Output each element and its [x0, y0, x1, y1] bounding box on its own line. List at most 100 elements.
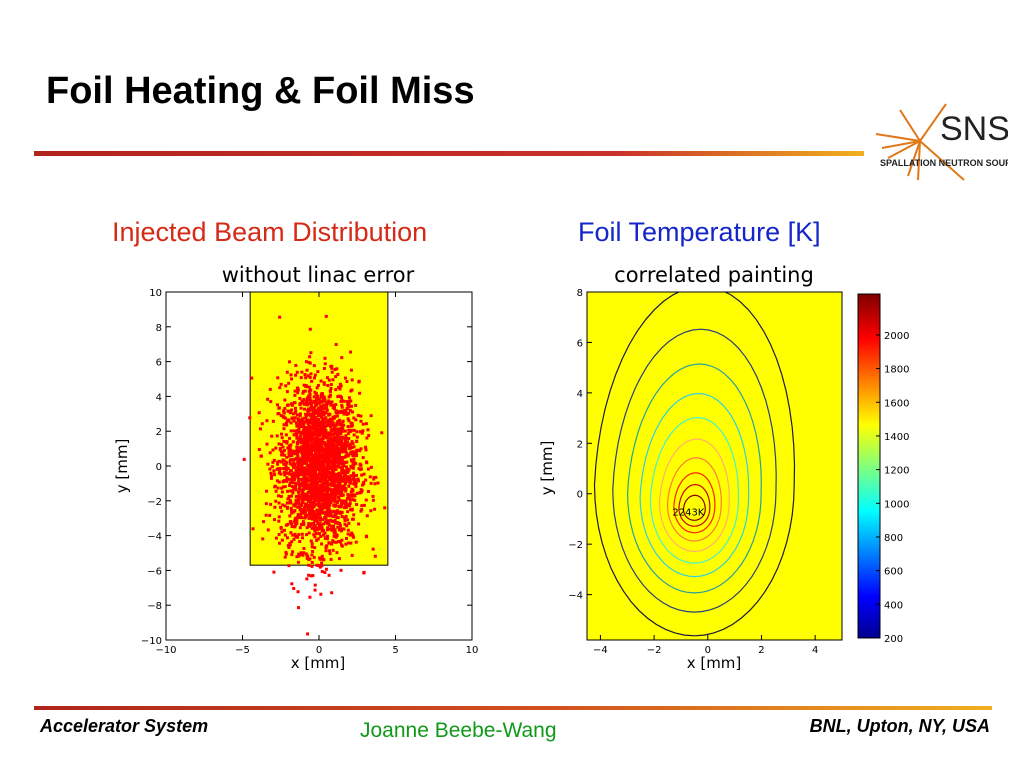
- beam-point: [352, 433, 356, 437]
- beam-point: [305, 494, 309, 498]
- beam-point: [344, 436, 348, 440]
- beam-point: [325, 544, 329, 548]
- beam-point: [298, 514, 302, 518]
- beam-point: [298, 412, 302, 416]
- beam-point: [330, 429, 334, 433]
- beam-point: [303, 457, 307, 461]
- beam-point: [289, 494, 293, 498]
- beam-point: [322, 366, 326, 370]
- beam-point: [310, 564, 314, 568]
- foil-temperature-chart: correlated painting 2243K −4 −2 0 2 4 −4 −2 0 2 4 6…: [538, 263, 909, 672]
- beam-point: [358, 430, 362, 434]
- beam-point: [308, 595, 312, 599]
- beam-point: [366, 489, 370, 493]
- beam-point: [307, 419, 311, 423]
- beam-point: [337, 385, 341, 389]
- beam-point: [334, 467, 338, 471]
- beam-point: [318, 477, 322, 481]
- beam-point: [326, 534, 330, 538]
- beam-point: [302, 431, 306, 435]
- beam-point: [369, 481, 373, 485]
- beam-point: [318, 459, 322, 463]
- beam-point: [289, 453, 293, 457]
- beam-point: [278, 469, 282, 473]
- beam-point: [303, 481, 307, 485]
- beam-point: [326, 459, 330, 463]
- beam-point: [314, 468, 318, 472]
- beam-point: [276, 462, 280, 466]
- beam-point: [339, 394, 343, 398]
- beam-distribution-chart: without linac error −10 −5 0 5 10 −10 −8 −6 −4 −2…: [113, 263, 478, 672]
- beam-point: [354, 540, 358, 544]
- beam-point: [334, 472, 338, 476]
- beam-point: [360, 508, 364, 512]
- beam-point: [333, 518, 337, 522]
- beam-point: [315, 508, 319, 512]
- beam-point: [305, 399, 309, 403]
- beam-point: [334, 484, 338, 488]
- beam-point: [333, 368, 337, 372]
- beam-point: [305, 450, 309, 454]
- beam-point: [302, 390, 306, 394]
- beam-point: [336, 488, 340, 492]
- beam-point: [343, 475, 347, 479]
- beam-point: [328, 482, 332, 486]
- footer-rule: [34, 706, 992, 710]
- beam-point: [347, 521, 351, 525]
- beam-point: [310, 450, 314, 454]
- beam-point: [323, 362, 327, 366]
- beam-point: [300, 502, 304, 506]
- beam-point: [334, 487, 338, 491]
- beam-point: [326, 528, 330, 532]
- beam-point: [334, 437, 338, 441]
- beam-point: [354, 478, 358, 482]
- beam-point: [303, 513, 307, 517]
- beam-point: [340, 450, 344, 454]
- beam-point: [309, 430, 313, 434]
- beam-point: [305, 453, 309, 457]
- beam-point: [300, 536, 304, 540]
- beam-point: [304, 471, 308, 475]
- beam-point: [316, 383, 320, 387]
- beam-point: [306, 374, 310, 378]
- beam-point: [371, 498, 375, 502]
- beam-point: [296, 476, 300, 480]
- beam-point: [290, 553, 294, 557]
- beam-point: [317, 531, 321, 535]
- beam-point: [315, 495, 319, 499]
- beam-point: [349, 490, 353, 494]
- beam-point: [300, 532, 304, 536]
- beam-point: [318, 557, 322, 561]
- beam-point: [319, 400, 323, 404]
- beam-point: [365, 535, 369, 539]
- beam-point: [318, 486, 322, 490]
- beam-point: [283, 555, 287, 559]
- beam-point: [325, 505, 329, 509]
- beam-point: [290, 522, 294, 526]
- beam-point: [301, 520, 305, 524]
- colorbar-tick-label: 1800: [884, 365, 909, 376]
- beam-point: [261, 537, 265, 541]
- beam-point: [312, 421, 316, 425]
- beam-point: [314, 512, 318, 516]
- beam-point: [302, 506, 306, 510]
- beam-point: [294, 457, 298, 461]
- beam-point: [318, 496, 322, 500]
- beam-point: [320, 570, 324, 574]
- beam-point: [299, 478, 303, 482]
- beam-point: [275, 479, 279, 483]
- beam-point: [360, 431, 364, 435]
- beam-point: [293, 532, 297, 536]
- beam-point: [333, 512, 337, 516]
- beam-point: [287, 454, 291, 458]
- beam-point: [321, 494, 325, 498]
- beam-point: [282, 453, 286, 457]
- beam-point: [275, 403, 279, 407]
- beam-point: [314, 391, 318, 395]
- beam-point: [323, 492, 327, 496]
- contour-line: [612, 328, 777, 613]
- beam-point: [280, 509, 284, 513]
- beam-point: [297, 424, 301, 428]
- beam-point: [313, 535, 317, 539]
- beam-point: [296, 442, 300, 446]
